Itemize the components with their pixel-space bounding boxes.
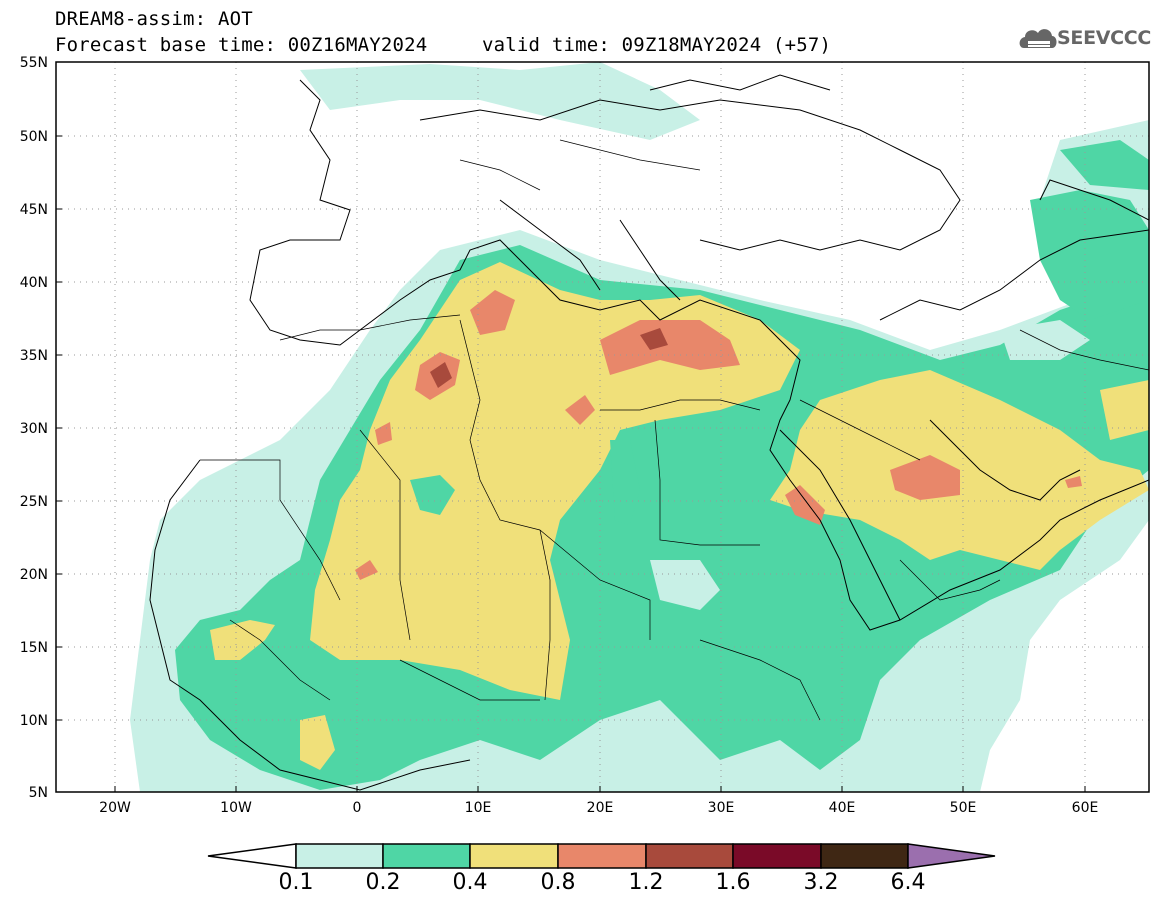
aot-band-0.8: [890, 455, 960, 500]
colorbar-swatch: [645, 843, 734, 869]
graticule: [56, 62, 1149, 792]
colorbar-swatch: [469, 843, 559, 869]
lon-tick-label: 0: [353, 800, 362, 816]
lon-tick-label: 30E: [708, 800, 735, 816]
colorbar-label: 0.2: [365, 870, 401, 895]
colorbar-under-triangle: [207, 843, 297, 869]
aot-band-0.8: [1065, 476, 1082, 488]
lon-tick-label: 10W: [220, 800, 252, 816]
lat-tick-label: 55N: [20, 55, 48, 71]
aot-band-0.8: [600, 320, 740, 375]
aot-field: [130, 62, 1149, 792]
lat-tick-label: 45N: [20, 202, 48, 218]
aot-band-0.4: [1100, 380, 1149, 440]
aot-band-0.2: [1060, 140, 1149, 190]
lat-tick-label: 10N: [20, 713, 48, 729]
colorbar-swatch: [382, 843, 471, 869]
lat-tick-label: 25N: [20, 494, 48, 510]
colorbar-label: 1.2: [628, 870, 664, 895]
aot-band-0.8: [375, 422, 392, 445]
lat-tick-label: 35N: [20, 348, 48, 364]
aot-band-0.4: [300, 715, 335, 770]
aot-band-0.8: [565, 395, 595, 425]
map-frame: [55, 61, 1150, 793]
lat-tick-label: 15N: [20, 640, 48, 656]
colorbar-label: 0.4: [452, 870, 488, 895]
lon-tick-label: 10E: [465, 800, 492, 816]
lat-tick-label: 30N: [20, 421, 48, 437]
aot-band-1.2: [640, 328, 668, 350]
aot-band-0.2: [410, 475, 455, 515]
colorbar-swatch: [557, 843, 647, 869]
valid-time: valid time: 09Z18MAY2024 (+57): [482, 34, 832, 56]
colorbar-label: 0.1: [278, 870, 314, 895]
colorbar-swatch: [295, 843, 384, 869]
lat-tick-label: 50N: [20, 129, 48, 145]
lon-tick-label: 20E: [587, 800, 614, 816]
ticks: [56, 135, 1086, 792]
chart-title: DREAM8-assim: AOT: [55, 8, 253, 30]
forecast-base-time: Forecast base time: 00Z16MAY2024: [55, 34, 428, 56]
aot-band-0.1: [300, 62, 700, 140]
aot-band-0.4: [210, 620, 275, 660]
logo-text: SEEVCCC: [1057, 27, 1152, 49]
colorbar-label: 1.6: [715, 870, 751, 895]
lat-tick-label: 40N: [20, 275, 48, 291]
lat-tick-label: 5N: [29, 785, 48, 801]
lon-tick-label: 40E: [829, 800, 856, 816]
aot-band-0.2: [1030, 190, 1149, 320]
colorbar: [207, 843, 996, 869]
colorbar-swatch: [732, 843, 822, 869]
colorbar-label: 6.4: [890, 870, 926, 895]
aot-band-0.8: [355, 560, 378, 580]
coastlines: [149, 74, 1149, 791]
colorbar-swatch: [820, 843, 909, 869]
seevccc-logo: [1019, 29, 1057, 48]
aot-band-0.1: [650, 560, 720, 610]
lat-tick-label: 20N: [20, 567, 48, 583]
lon-tick-label: 50E: [950, 800, 977, 816]
aot-band-0.2: [610, 440, 640, 525]
aot-band-1.2: [430, 362, 452, 388]
aot-band-0.1: [1000, 320, 1090, 360]
aot-band-0.8: [785, 485, 825, 525]
aot-band-0.8: [470, 290, 515, 335]
colorbar-label: 0.8: [540, 870, 576, 895]
country-borders: [200, 139, 1149, 721]
colorbar-label: 3.2: [803, 870, 839, 895]
lon-tick-label: 60E: [1072, 800, 1099, 816]
colorbar-over-triangle: [907, 843, 996, 869]
lon-tick-label: 20W: [99, 800, 131, 816]
